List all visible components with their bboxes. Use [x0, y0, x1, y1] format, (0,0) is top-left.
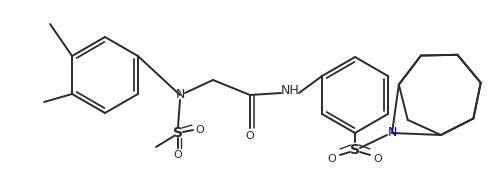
Text: S: S	[350, 143, 360, 157]
Text: NH: NH	[281, 84, 299, 98]
Text: N: N	[387, 127, 397, 139]
Text: O: O	[245, 131, 255, 141]
Text: O: O	[328, 154, 336, 164]
Text: O: O	[196, 125, 205, 135]
Text: O: O	[373, 154, 383, 164]
Text: N: N	[175, 89, 184, 102]
Text: O: O	[173, 150, 182, 160]
Text: S: S	[173, 126, 183, 140]
